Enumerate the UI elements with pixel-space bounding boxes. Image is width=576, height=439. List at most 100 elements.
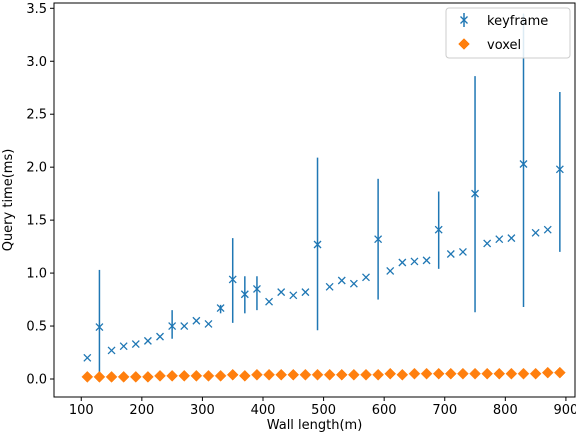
keyframe-point (107, 346, 116, 355)
y-tick-label: 2.0 (26, 161, 47, 176)
x-marker-stroke (265, 297, 274, 306)
voxel-point (493, 367, 506, 380)
x-marker-stroke (555, 165, 564, 174)
x-marker-stroke (434, 225, 443, 234)
voxel-point (396, 368, 409, 381)
voxel-point (408, 367, 421, 380)
keyframe-point (519, 160, 528, 168)
keyframe-point (192, 316, 201, 325)
x-marker-stroke (131, 340, 140, 349)
x-marker-stroke (289, 291, 298, 300)
x-marker-stroke (107, 346, 116, 355)
voxel-point (323, 368, 336, 381)
x-marker-stroke (483, 239, 492, 248)
voxel-point (311, 368, 324, 381)
voxel-point (251, 368, 263, 381)
voxel-point (166, 369, 178, 382)
keyframe-point (289, 291, 298, 300)
keyframe-point (83, 353, 92, 362)
x-marker-stroke (471, 189, 480, 198)
voxel-point (275, 368, 288, 381)
keyframe-point (131, 340, 140, 349)
x-marker-stroke (422, 256, 431, 265)
keyframe-point (228, 275, 237, 284)
x-marker-stroke (325, 282, 334, 291)
voxel-point (505, 367, 518, 380)
x-marker-stroke (252, 285, 261, 293)
keyframe-point (265, 297, 274, 306)
voxel-point (372, 368, 384, 381)
voxel-point (469, 367, 481, 380)
voxel-point (348, 368, 360, 381)
keyframe-point (180, 322, 189, 330)
keyframe-point (458, 247, 467, 256)
data-marks (81, 160, 566, 383)
keyframe-point (216, 304, 225, 312)
keyframe-point (446, 250, 455, 258)
x-marker-stroke (143, 336, 152, 345)
legend-marker-keyframe (460, 13, 468, 27)
voxel-point (541, 366, 554, 379)
x-marker-stroke (458, 247, 467, 256)
keyframe-point (277, 288, 286, 297)
keyframe-point (119, 342, 128, 351)
x-marker-stroke (349, 279, 358, 288)
y-tick-label: 1.5 (26, 214, 47, 229)
voxel-point (105, 371, 118, 383)
x-marker-stroke (204, 319, 213, 328)
y-tick-label: 3.0 (26, 55, 47, 70)
keyframe-point (252, 285, 261, 293)
x-marker-stroke (362, 273, 370, 282)
y-tick-label: 0.0 (26, 372, 47, 387)
voxel-point (129, 371, 142, 383)
keyframe-point (95, 323, 104, 332)
x-marker-stroke (495, 235, 504, 244)
keyframe-point (507, 234, 516, 243)
keyframe-point (531, 228, 540, 237)
y-tick-label: 1.0 (26, 267, 47, 282)
voxel-point (457, 367, 469, 380)
y-axis-label: Query time(ms) (1, 149, 16, 252)
legend-diamond-marker (458, 38, 470, 50)
x-marker-stroke (240, 290, 249, 299)
x-marker-stroke (277, 288, 286, 297)
voxel-point (481, 367, 494, 380)
keyframe-point (204, 319, 213, 328)
x-marker-stroke (531, 228, 540, 237)
x-tick-label: 500 (311, 403, 336, 418)
x-tick-label: 600 (372, 403, 397, 418)
x-marker-stroke (192, 316, 201, 325)
x-tick-label: 100 (69, 403, 94, 418)
x-marker-stroke (446, 250, 455, 258)
x-tick-label: 400 (251, 403, 276, 418)
voxel-point (384, 367, 397, 380)
voxel-point (154, 369, 166, 382)
x-marker-stroke (119, 342, 128, 351)
x-tick-label: 200 (129, 403, 154, 418)
keyframe-point (362, 273, 370, 282)
keyframe-point (301, 288, 310, 297)
voxel-point (360, 368, 372, 381)
x-marker-stroke (398, 258, 407, 267)
keyframe-point (495, 235, 504, 244)
voxel-point (178, 369, 191, 382)
legend-marker-voxel (458, 38, 470, 50)
keyframe-point (471, 189, 480, 198)
keyframe-point (398, 258, 407, 267)
voxel-point (554, 366, 566, 379)
axis-ticks: 100 200 300 400 500 600 700 800 900 0.0 0.5 1.0 1.5 2… (26, 2, 576, 418)
x-marker-stroke (410, 257, 419, 266)
x-tick-label: 700 (432, 403, 457, 418)
x-marker-stroke (543, 225, 552, 234)
x-marker-stroke (156, 332, 164, 341)
voxel-point (432, 367, 445, 380)
voxel-point (190, 369, 203, 382)
voxel-point (263, 368, 275, 381)
voxel-point (214, 369, 227, 382)
keyframe-point (434, 225, 443, 234)
voxel-point (420, 367, 433, 380)
keyframe-point (555, 165, 564, 174)
voxel-point (238, 369, 251, 382)
legend-label-keyframe: keyframe (487, 14, 548, 29)
